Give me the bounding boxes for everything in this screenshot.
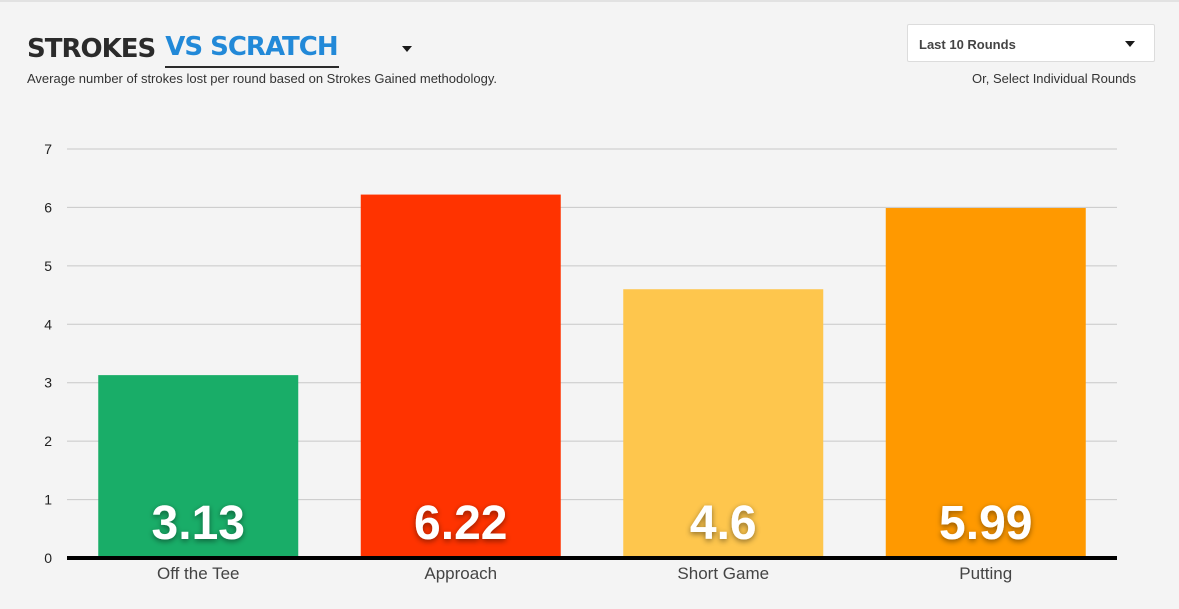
x-category-label: Putting xyxy=(959,564,1012,583)
top-border xyxy=(0,0,1179,2)
bar-putting[interactable] xyxy=(885,208,1086,558)
caret-down-icon[interactable] xyxy=(402,46,412,52)
chart-title: STROKES VS SCRATCH xyxy=(27,30,340,70)
rounds-select[interactable]: Last 10 Rounds xyxy=(907,24,1155,62)
rounds-select-value: Last 10 Rounds xyxy=(919,37,1016,52)
bar-off-the-tee[interactable] xyxy=(98,375,299,558)
bar-short-game[interactable] xyxy=(623,289,824,558)
y-tick-label: 1 xyxy=(44,492,52,508)
y-tick-label: 3 xyxy=(44,375,52,391)
bar-value-label: 6.22 xyxy=(414,497,507,550)
x-category-label: Short Game xyxy=(677,564,769,583)
caret-down-icon xyxy=(1125,41,1135,47)
bar-value-label: 5.99 xyxy=(939,497,1032,550)
bar-approach[interactable] xyxy=(360,194,561,558)
x-category-label: Approach xyxy=(424,564,497,583)
y-tick-label: 4 xyxy=(44,316,52,332)
comparison-select[interactable]: VS SCRATCH xyxy=(165,30,340,68)
y-tick-label: 7 xyxy=(44,141,52,157)
bar-value-label: 3.13 xyxy=(152,497,245,550)
y-tick-label: 5 xyxy=(44,258,52,274)
chart-subtitle: Average number of strokes lost per round… xyxy=(27,71,497,86)
bar-value-label: 4.6 xyxy=(690,497,757,550)
y-tick-label: 6 xyxy=(44,199,52,215)
y-tick-label: 0 xyxy=(44,550,52,566)
select-individual-rounds-link[interactable]: Or, Select Individual Rounds xyxy=(972,71,1137,86)
title-strokes: STROKES xyxy=(27,34,156,64)
y-tick-label: 2 xyxy=(44,433,52,449)
x-category-label: Off the Tee xyxy=(157,564,240,583)
